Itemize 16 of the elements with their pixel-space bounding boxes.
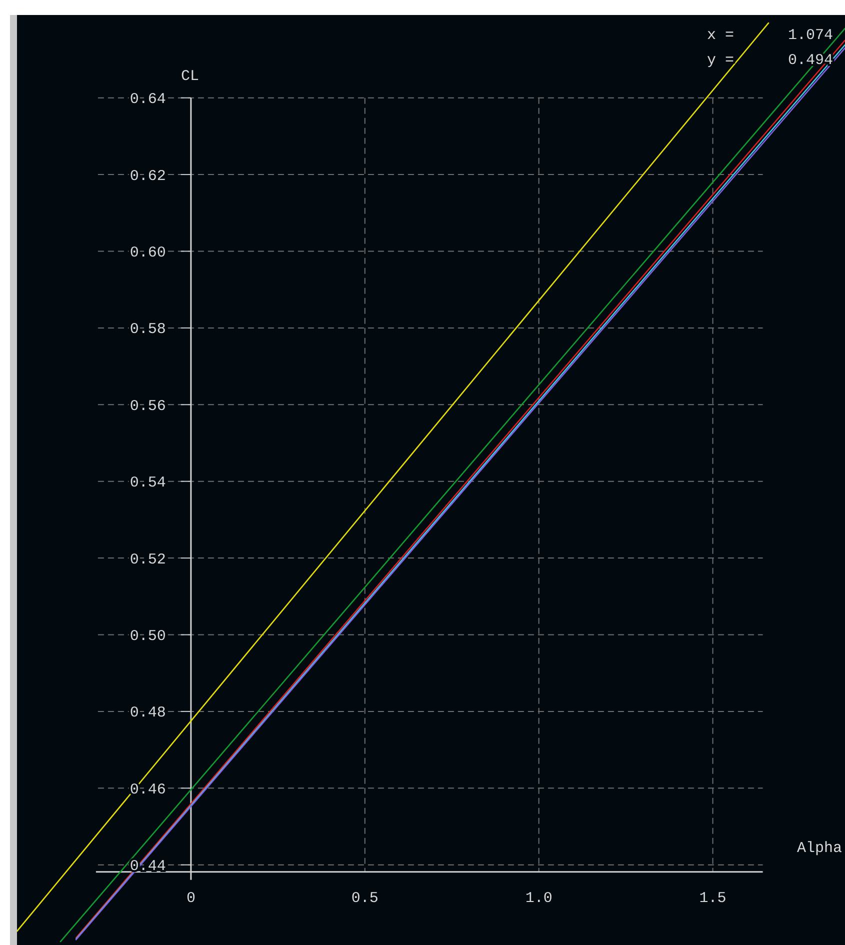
y-axis-title: CL bbox=[180, 68, 199, 85]
y-tick-label: 0.64 bbox=[130, 91, 166, 108]
y-tick-label: 0.48 bbox=[130, 704, 166, 722]
y-tick-label: 0.58 bbox=[130, 321, 166, 338]
y-tick-label: 0.54 bbox=[130, 474, 166, 492]
x-tick-label: 0 bbox=[186, 890, 196, 907]
x-tick-label: 1.0 bbox=[525, 890, 552, 907]
x-axis-title: Alpha bbox=[796, 840, 842, 857]
y-tick-label: 0.60 bbox=[130, 244, 166, 262]
y-tick-label: 0.62 bbox=[130, 168, 166, 185]
x-tick-label: 1.5 bbox=[699, 890, 726, 907]
annotation: x = 1.074 bbox=[706, 27, 833, 44]
y-tick-label: 0.56 bbox=[130, 398, 166, 415]
y-tick-label: 0.50 bbox=[130, 628, 166, 645]
y-tick-label: 0.52 bbox=[130, 551, 166, 568]
x-tick-label: 0.5 bbox=[351, 890, 378, 907]
